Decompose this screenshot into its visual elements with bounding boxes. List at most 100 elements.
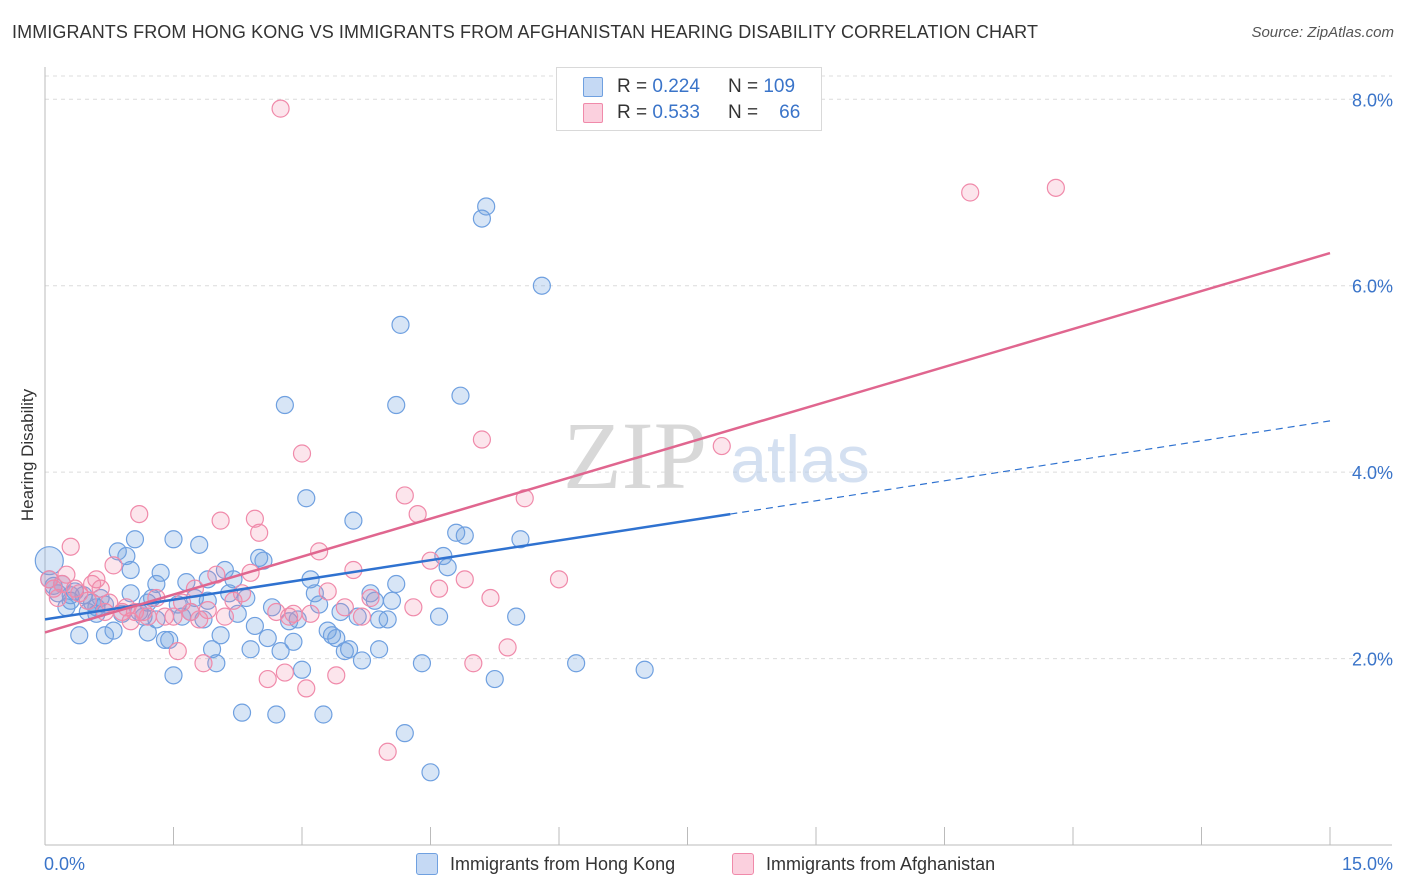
data-point — [301, 604, 320, 623]
data-point — [121, 584, 140, 603]
data-point — [348, 607, 367, 626]
data-point — [455, 526, 474, 545]
data-point — [429, 607, 449, 626]
data-point — [961, 183, 980, 202]
legend-swatch-afghanistan — [583, 103, 603, 123]
legend-item-hong-kong: Immigrants from Hong Kong — [416, 852, 675, 876]
data-point — [151, 563, 170, 582]
data-point — [164, 666, 183, 685]
data-point — [155, 630, 175, 650]
data-point — [387, 574, 406, 594]
y-tick-label: 4.0% — [1352, 463, 1393, 483]
data-point — [108, 542, 127, 561]
data-point — [635, 660, 654, 679]
data-point — [241, 640, 260, 659]
data-point — [138, 623, 157, 642]
data-point — [567, 654, 586, 673]
data-point — [138, 607, 157, 626]
data-point — [485, 669, 504, 689]
legend-label-hong-kong: Immigrants from Hong Kong — [450, 853, 676, 874]
data-point — [370, 640, 389, 659]
data-point — [292, 660, 312, 679]
data-point — [314, 705, 333, 724]
data-point — [211, 626, 230, 645]
data-point — [198, 591, 217, 610]
data-point — [284, 604, 303, 623]
y-tick-label: 2.0% — [1352, 650, 1393, 670]
legend-item-afghanistan: Immigrants from Afghanistan — [732, 852, 995, 876]
correlation-legend: R = 0.224 N = 109 R = 0.533 N = 66 — [556, 67, 822, 131]
legend-r-value: 0.533 — [652, 102, 700, 123]
data-point — [125, 530, 145, 549]
data-point — [429, 579, 449, 598]
data-point — [164, 607, 183, 626]
x-tick-label: 0.0% — [44, 854, 85, 874]
legend-swatch-afghanistan — [732, 853, 754, 875]
data-point — [271, 642, 290, 661]
data-point — [477, 197, 496, 216]
data-point — [335, 598, 354, 617]
data-point — [404, 598, 423, 617]
data-point — [48, 588, 67, 608]
data-point — [481, 588, 500, 608]
data-point — [361, 588, 380, 608]
legend-swatch-hong-kong — [416, 853, 438, 875]
data-point — [250, 523, 269, 542]
data-point — [327, 666, 346, 685]
data-point — [215, 607, 234, 626]
data-point — [198, 600, 217, 620]
data-point — [232, 703, 252, 722]
data-point — [344, 511, 363, 530]
data-point — [391, 315, 410, 334]
data-point — [395, 486, 414, 505]
data-point — [352, 651, 372, 670]
chart-title: IMMIGRANTS FROM HONG KONG VS IMMIGRANTS … — [12, 22, 1039, 42]
legend-n-value: 109 — [763, 76, 796, 97]
data-point — [168, 642, 187, 661]
data-point — [121, 560, 140, 580]
data-point — [382, 591, 402, 610]
data-point — [190, 535, 209, 554]
data-point — [104, 621, 123, 640]
data-point — [117, 546, 136, 566]
data-point — [194, 654, 213, 673]
legend-r-label: R = — [617, 76, 648, 97]
data-point — [378, 742, 397, 761]
data-point — [164, 530, 183, 549]
data-point — [340, 640, 359, 659]
data-point — [245, 509, 264, 528]
legend-n-value: 66 — [779, 102, 801, 123]
data-point — [211, 511, 230, 530]
data-point — [202, 640, 222, 659]
data-point — [70, 626, 89, 645]
data-point — [44, 579, 63, 598]
trend-line-hong-kong-extension — [730, 420, 1331, 515]
data-point — [412, 654, 432, 673]
y-tick-label: 8.0% — [1352, 90, 1393, 110]
legend-n-label: N = — [727, 102, 759, 123]
data-points — [34, 99, 1065, 782]
data-point — [472, 209, 491, 228]
watermark-zip: ZIP — [563, 402, 707, 509]
data-point — [421, 763, 440, 782]
data-point — [292, 444, 312, 463]
data-point — [532, 276, 551, 295]
data-point — [34, 546, 64, 576]
data-point — [297, 489, 316, 508]
data-point — [451, 386, 470, 405]
data-point — [472, 430, 491, 449]
data-point — [284, 632, 303, 651]
data-point — [57, 565, 76, 584]
legend-row-afghanistan: R = 0.533 N = 66 — [583, 101, 800, 125]
data-point — [455, 570, 474, 589]
data-point — [297, 679, 316, 698]
legend-n-label: N = — [727, 76, 759, 97]
data-point — [438, 558, 457, 577]
y-tick-label: 6.0% — [1352, 277, 1393, 297]
data-point — [327, 628, 346, 648]
data-point — [87, 570, 106, 589]
data-point — [370, 610, 389, 629]
data-point — [275, 395, 294, 415]
data-point — [267, 705, 286, 724]
